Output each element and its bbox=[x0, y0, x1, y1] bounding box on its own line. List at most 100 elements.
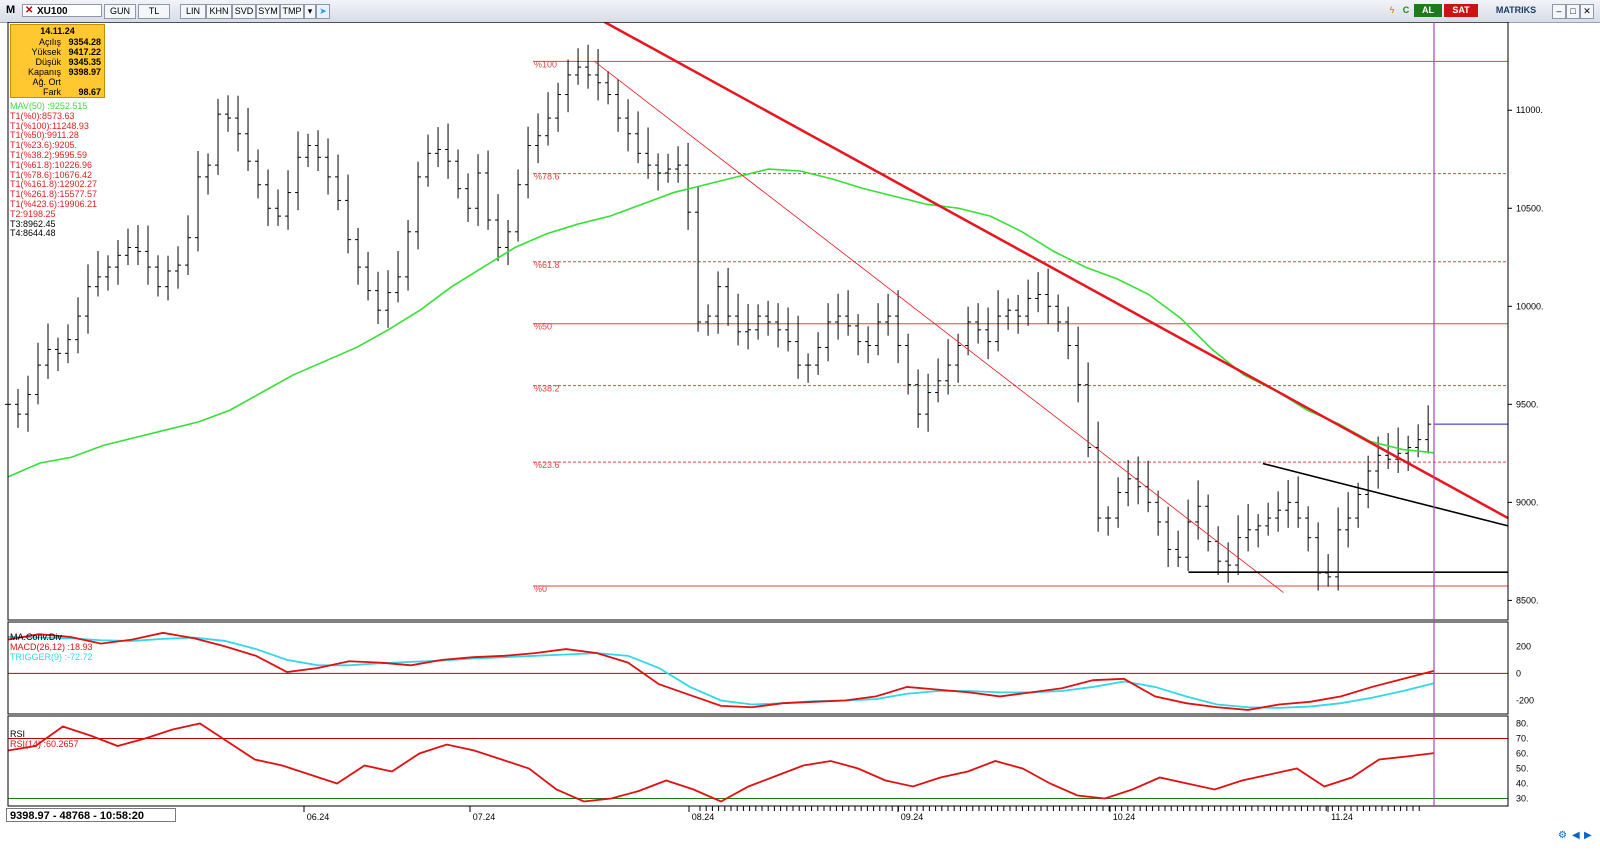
fib-level-label: %100 bbox=[534, 59, 557, 69]
info-row-label: Düşük bbox=[35, 57, 61, 67]
y-tick-label: 10000. bbox=[1516, 301, 1544, 311]
x-tick-label: 06.24 bbox=[307, 812, 330, 822]
fib-level-label: %23.6 bbox=[534, 460, 560, 470]
legend-item: T1(%100):11248.93 bbox=[10, 120, 89, 131]
period-gun-button[interactable]: GUN bbox=[104, 4, 136, 19]
info-row: Açılış 9354.28 bbox=[13, 37, 101, 47]
resistance-line bbox=[1262, 462, 1509, 527]
rsi-tick-label: 40. bbox=[1516, 779, 1529, 789]
info-row-label: Kapanış bbox=[27, 67, 61, 77]
matriks-logo: MATRIKS bbox=[1495, 5, 1537, 15]
x-tick-label: 07.24 bbox=[473, 812, 496, 822]
tmp-button[interactable]: TMP bbox=[280, 4, 304, 19]
legend-item: T1(%423.6):19906.21 bbox=[10, 198, 98, 209]
sym-button[interactable]: SYM bbox=[256, 4, 280, 19]
legend-item: T1(%78.6):10676.42 bbox=[10, 169, 93, 180]
price-pane-frame bbox=[7, 22, 1509, 621]
info-row: Ağ. Ort bbox=[13, 77, 101, 87]
legend-item: T1(%0):8573.63 bbox=[10, 110, 75, 121]
scroll-right-icon[interactable]: ▶ bbox=[1584, 830, 1592, 841]
fib-level-label: %50 bbox=[534, 322, 552, 332]
y-tick-label: 11000. bbox=[1516, 105, 1543, 115]
legend-item: T2:9198.25 bbox=[10, 208, 56, 219]
scroll-left-icon[interactable]: ◀ bbox=[1572, 830, 1580, 841]
svd-button[interactable]: SVD bbox=[232, 4, 256, 19]
legend-item: T1(%50):9911.28 bbox=[10, 130, 79, 141]
info-row-value: 9354.28 bbox=[68, 37, 101, 47]
twitter-icon[interactable]: ➤ bbox=[316, 4, 330, 19]
rsi-tick-label: 30. bbox=[1516, 794, 1529, 804]
fib-level-label: %38.2 bbox=[534, 384, 560, 394]
scale-lin-button[interactable]: LIN bbox=[180, 4, 206, 19]
macd-tick-label: -200 bbox=[1516, 695, 1534, 705]
info-row-value: 98.67 bbox=[78, 87, 101, 97]
legend-item: T4:8644.48 bbox=[10, 228, 56, 239]
legend-item: T1(%23.6):9205. bbox=[10, 140, 78, 151]
lightning-icon[interactable]: ϟ bbox=[1389, 5, 1395, 15]
maximize-button[interactable]: □ bbox=[1566, 4, 1580, 19]
symbol-field[interactable]: ✕ XU100 bbox=[22, 4, 102, 17]
info-row-value: 9398.97 bbox=[68, 67, 101, 77]
y-tick-label: 10500. bbox=[1516, 203, 1544, 213]
macd-legend-label: MACD(26,12) :18.93 bbox=[10, 642, 93, 652]
buy-button[interactable]: AL bbox=[1414, 4, 1442, 17]
y-tick-label: 9500. bbox=[1516, 399, 1539, 409]
y-tick-label: 9000. bbox=[1516, 497, 1539, 507]
macd-tick-label: 200 bbox=[1516, 641, 1531, 651]
chart-canvas[interactable]: %100 %78.6 %61.8 %50 %38.2 %23.6 %0 200 0 -200 8… bbox=[0, 22, 1600, 854]
bottom-bar: ⚙ ◀ ▶ bbox=[0, 824, 1600, 854]
sell-button[interactable]: SAT bbox=[1444, 4, 1478, 17]
legend-item: T1(%161.8):12902.27 bbox=[10, 179, 98, 190]
settings-icon[interactable]: ⚙ bbox=[1558, 830, 1567, 841]
info-row-label: Yüksek bbox=[31, 47, 61, 57]
macd-line bbox=[7, 631, 1435, 711]
rsi-line bbox=[7, 722, 1435, 803]
currency-tl-button[interactable]: TL bbox=[138, 4, 170, 19]
info-row: Fark 98.67 bbox=[13, 87, 101, 97]
info-row: Düşük 9345.35 bbox=[13, 57, 101, 67]
x-tick-label: 10.24 bbox=[1113, 812, 1136, 822]
legend-item: MAV(50) :9252.515 bbox=[10, 101, 88, 111]
remove-symbol-icon[interactable]: ✕ bbox=[25, 5, 34, 16]
status-readout: 9398.97 - 48768 - 10:58:20 bbox=[6, 808, 176, 822]
toolbar: M ✕ XU100 GUN TL LIN KHN SVD SYM TMP ▾ ➤… bbox=[0, 0, 1600, 23]
fib-level-label: %0 bbox=[534, 584, 547, 594]
rsi-pane-frame bbox=[7, 715, 1509, 807]
macd-tick-label: 0 bbox=[1516, 668, 1521, 678]
fib-level-label: %61.8 bbox=[534, 260, 560, 270]
ohlc-info-box: 14.11.24 Açılış 9354.28 Yüksek 9417.22 Düşük… bbox=[10, 24, 105, 98]
legend-item: T1(%38.2):9595.59 bbox=[10, 149, 88, 160]
info-row-label: Ağ. Ort bbox=[32, 77, 61, 87]
main-downtrend-line bbox=[601, 22, 1509, 520]
legend-item: T1(%261.8):15577.57 bbox=[10, 189, 98, 200]
rsi-tick-label: 50. bbox=[1516, 764, 1529, 774]
legend-item: T3:8962.45 bbox=[10, 218, 56, 229]
menu-m-button[interactable]: M bbox=[6, 4, 16, 16]
info-row-value: 9417.22 bbox=[68, 47, 101, 57]
info-row: Yüksek 9417.22 bbox=[13, 47, 101, 57]
info-row-value: 9345.35 bbox=[68, 57, 101, 67]
rsi-tick-label: 70. bbox=[1516, 734, 1529, 744]
macd-pane-frame bbox=[7, 621, 1509, 715]
legend-item: T1(%61.8):10226.96 bbox=[10, 159, 93, 170]
close-button[interactable]: ✕ bbox=[1580, 4, 1594, 19]
khn-button[interactable]: KHN bbox=[206, 4, 232, 19]
refresh-icon[interactable]: C bbox=[1402, 5, 1410, 15]
info-date: 14.11.24 bbox=[40, 26, 75, 36]
trigger-legend-label: TRIGGER(9) :-72.72 bbox=[10, 652, 93, 662]
rsi-pane-title: RSI bbox=[10, 729, 26, 739]
fib-level-label: %78.6 bbox=[534, 172, 560, 182]
info-row: Kapanış 9398.97 bbox=[13, 67, 101, 77]
minimize-button[interactable]: – bbox=[1552, 4, 1566, 19]
fib-diagonal-line bbox=[594, 60, 1284, 593]
trigger-line bbox=[7, 635, 1435, 709]
mav50-line bbox=[7, 168, 1435, 478]
x-tick-label: 09.24 bbox=[901, 812, 924, 822]
dropdown-arrow-icon[interactable]: ▾ bbox=[304, 4, 316, 19]
x-tick-label: 08.24 bbox=[692, 812, 715, 822]
info-row-label: Fark bbox=[43, 87, 61, 97]
x-tick-label: 11.24 bbox=[1331, 812, 1353, 822]
rsi-tick-label: 60. bbox=[1516, 749, 1529, 759]
y-tick-label: 8500. bbox=[1516, 595, 1539, 605]
info-row-label: Açılış bbox=[38, 37, 61, 47]
